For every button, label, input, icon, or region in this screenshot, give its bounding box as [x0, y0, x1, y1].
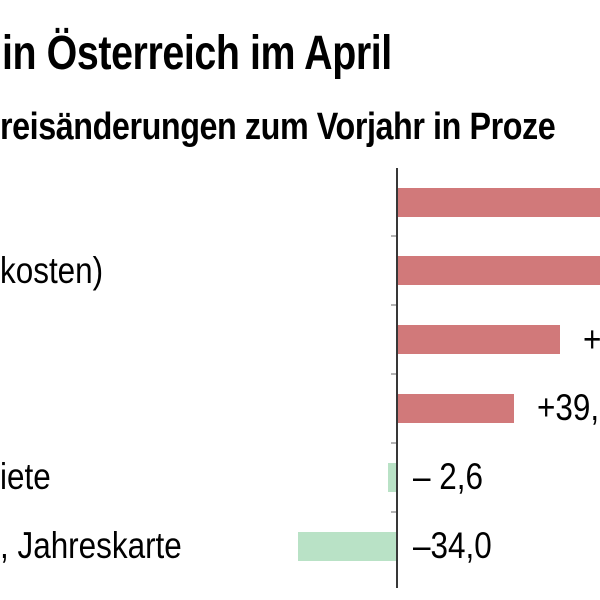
axis-tick-1 [391, 235, 397, 237]
bar-row-5 [388, 463, 397, 492]
axis-tick-5 [391, 511, 397, 513]
bar-row-3 [398, 325, 560, 354]
value-label-text: + [583, 319, 600, 360]
chart-subtitle-text: reisänderungen zum Vorjahr in Proze [0, 106, 556, 148]
value-label-row-6: –34,0 [413, 526, 506, 566]
value-label-row-3: + [583, 320, 600, 360]
category-label-row-5: iete [0, 457, 60, 497]
bar-row-2 [398, 256, 600, 285]
category-label-row-2: kosten) [0, 251, 121, 291]
axis-tick-2 [391, 304, 397, 306]
value-label-text: +39, [537, 387, 600, 428]
category-label-text: kosten) [0, 250, 104, 291]
value-label-row-4: +39, [537, 388, 600, 428]
axis-tick-4 [391, 442, 397, 444]
zero-axis-line [396, 168, 398, 588]
bar-row-1 [398, 188, 600, 217]
chart-title: in Österreich im April [2, 26, 477, 82]
chart-title-text: in Österreich im April [2, 27, 392, 80]
value-label-text: – 2,6 [413, 456, 483, 497]
category-label-text: , Jahreskarte [0, 525, 182, 566]
value-label-text: –34,0 [413, 525, 492, 566]
bar-row-6 [298, 532, 397, 561]
bar-row-4 [398, 394, 514, 423]
value-label-row-5: – 2,6 [413, 457, 495, 497]
category-label-text: iete [0, 456, 51, 497]
axis-tick-3 [391, 373, 397, 375]
chart-subtitle: reisänderungen zum Vorjahr in Proze [0, 102, 600, 152]
category-label-row-6: , Jahreskarte [0, 526, 214, 566]
